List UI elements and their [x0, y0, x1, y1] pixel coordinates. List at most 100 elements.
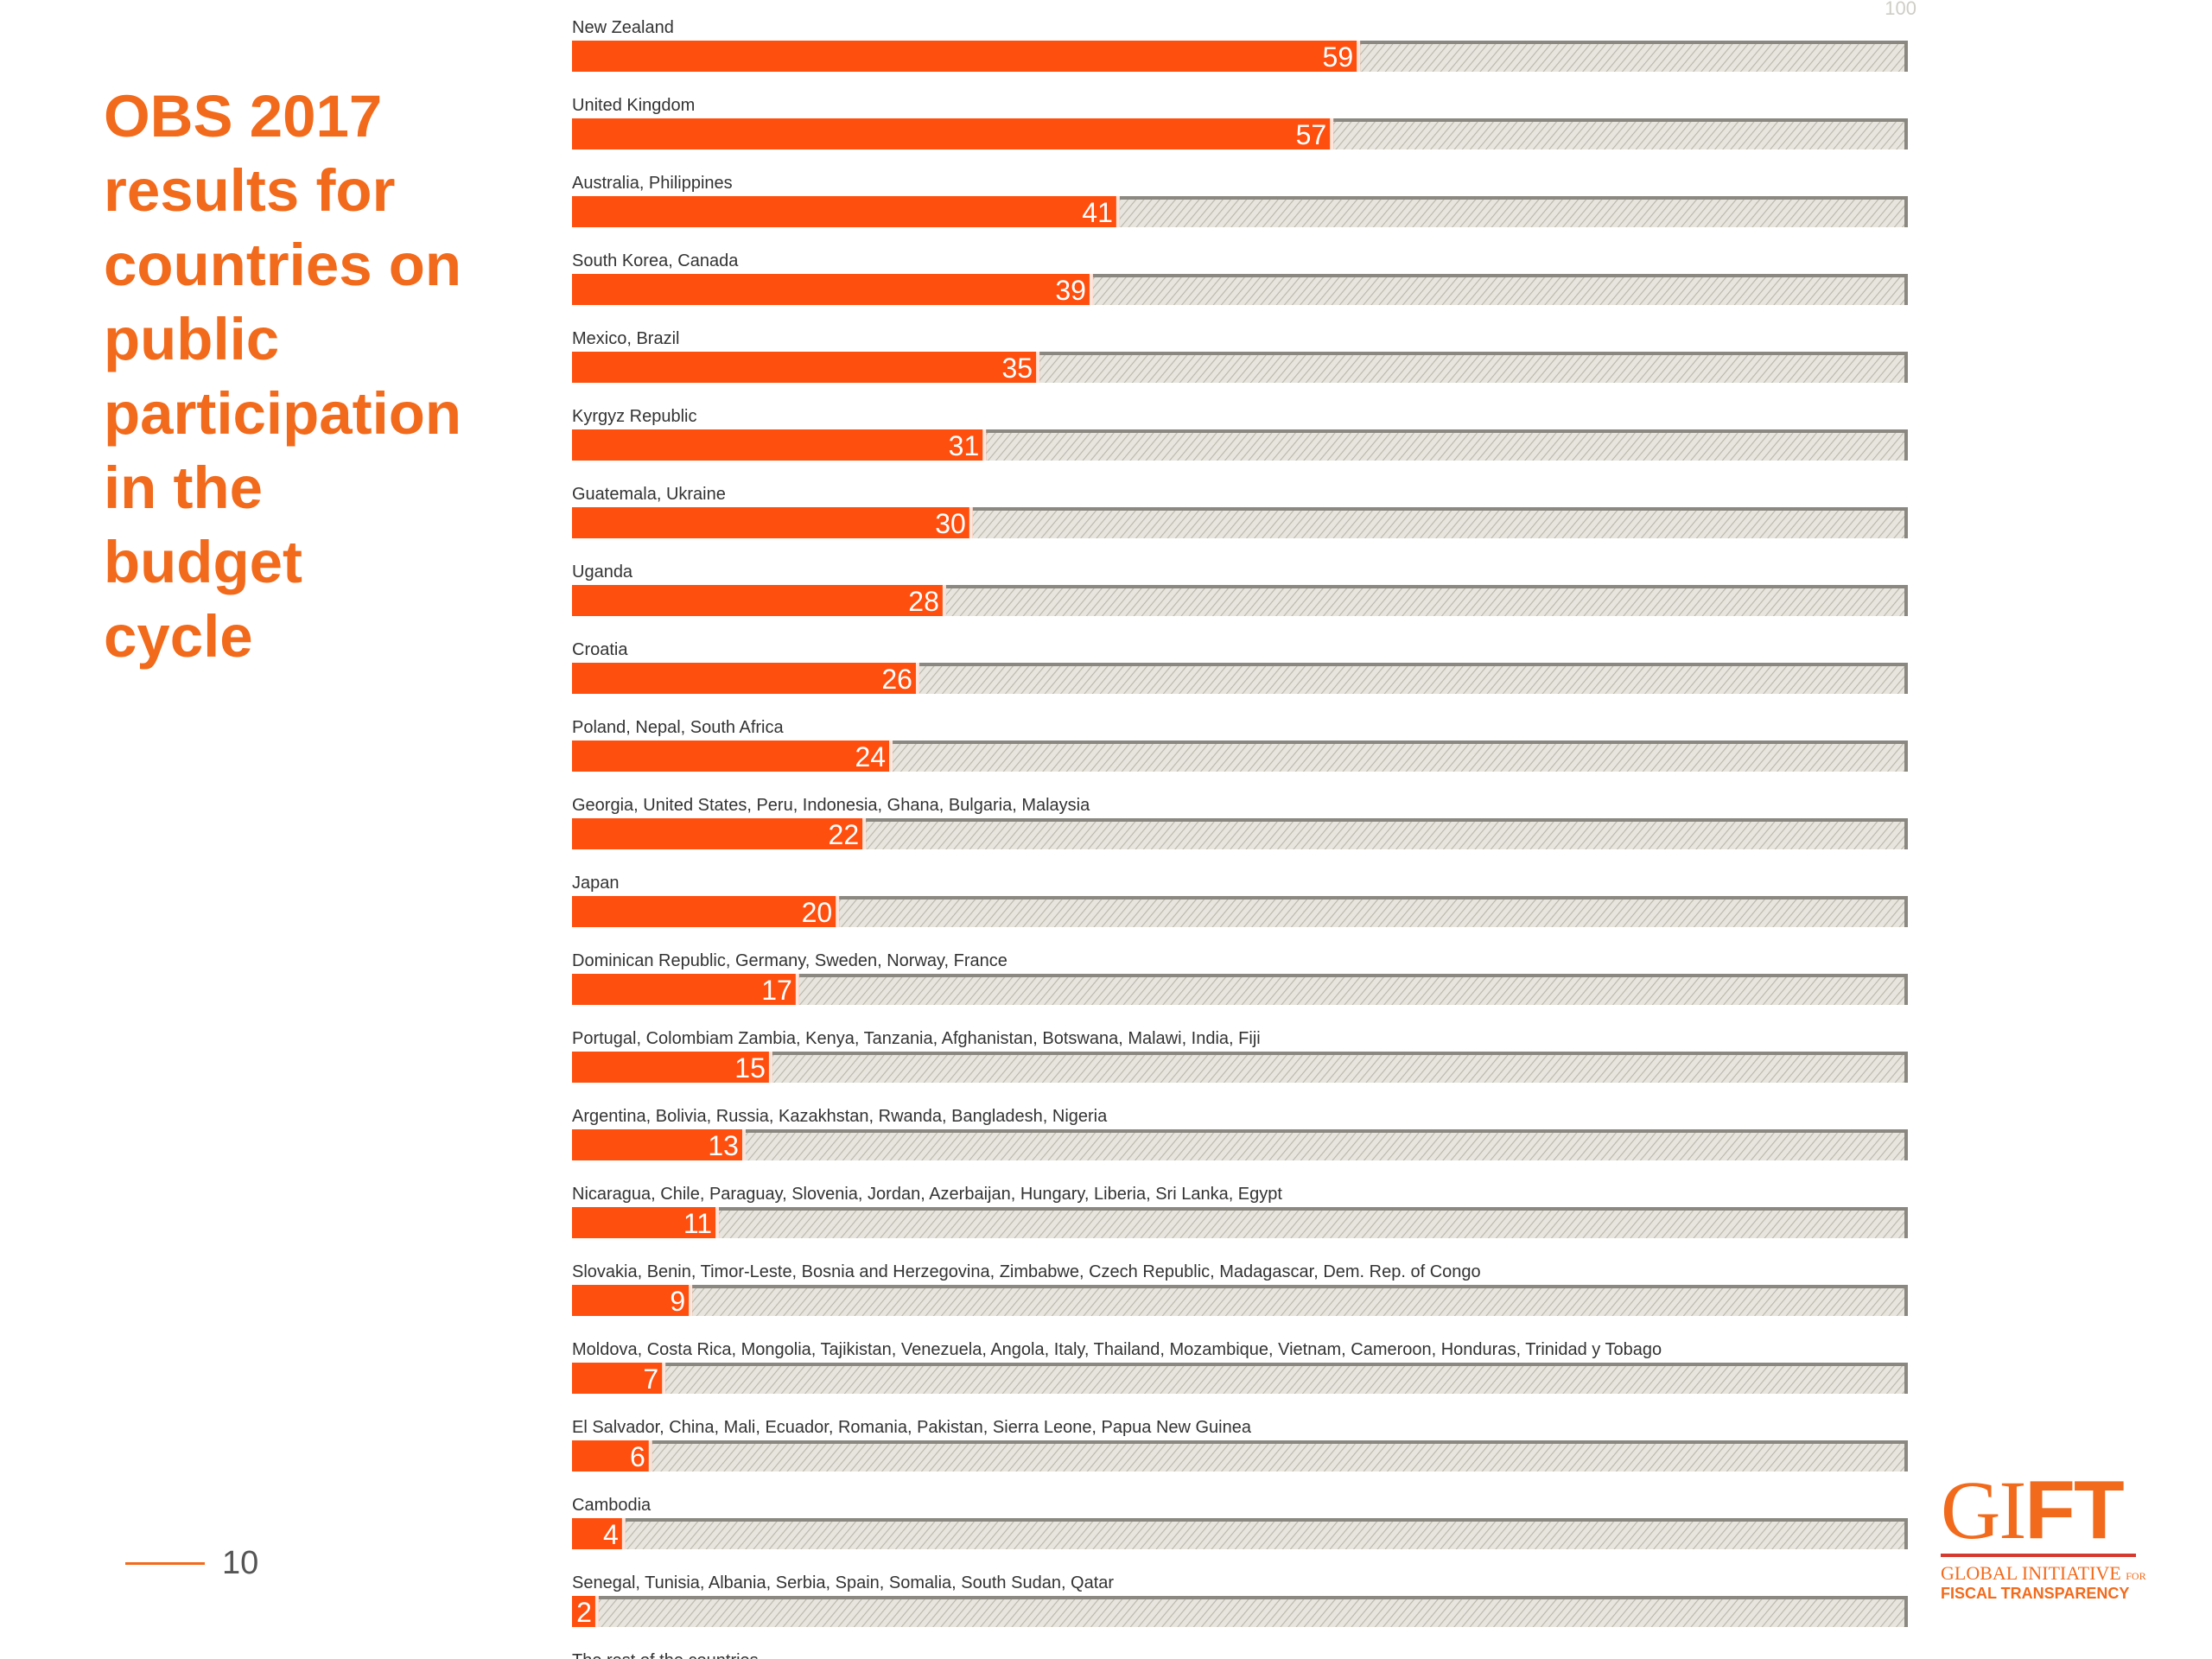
bar-end-highlight — [648, 1440, 652, 1471]
bar-row: Senegal, Tunisia, Albania, Serbia, Spain… — [572, 1573, 1908, 1628]
logo-mark-ft: FT — [2024, 1464, 2124, 1556]
category-label: United Kingdom — [572, 96, 695, 115]
slide-title: OBS 2017 results for countries on public par… — [104, 79, 536, 674]
value-label: 7 — [643, 1363, 658, 1395]
bar-track-end — [1904, 1596, 1908, 1627]
category-label: Kyrgyz Republic — [572, 407, 697, 426]
category-label: Georgia, United States, Peru, Indonesia,… — [572, 796, 1090, 815]
category-label: Argentina, Bolivia, Russia, Kazakhstan, … — [572, 1107, 1108, 1126]
bar-row: The rest of the countries — [572, 1651, 759, 1659]
bar-track — [572, 1443, 1908, 1471]
bar — [572, 896, 840, 927]
bar — [572, 1363, 666, 1394]
bar — [572, 1285, 693, 1316]
category-label: Uganda — [572, 563, 633, 582]
bar — [572, 1440, 652, 1471]
bar — [572, 41, 1361, 72]
bar-track-end — [1904, 741, 1908, 772]
bar-end-highlight — [689, 1285, 693, 1316]
bar-end-highlight — [662, 1363, 666, 1394]
bar-end-highlight — [715, 1207, 720, 1238]
value-label: 11 — [683, 1208, 712, 1239]
bar-track-shadow — [572, 1363, 1908, 1366]
bar-end-highlight — [942, 585, 946, 616]
bar — [572, 585, 946, 616]
bar-track-shadow — [572, 1518, 1908, 1522]
value-label: 30 — [935, 508, 966, 539]
bar-track-end — [1904, 1440, 1908, 1471]
bar-track-shadow — [572, 1596, 1908, 1599]
bar-end-highlight — [982, 429, 987, 461]
value-label: 15 — [734, 1052, 766, 1084]
logo-line1: GLOBAL INITIATIVE FOR — [1941, 1562, 2146, 1585]
value-label: 9 — [670, 1286, 685, 1317]
bar-track-shadow — [572, 741, 1908, 744]
bar-row: Moldova, Costa Rica, Mongolia, Tajikista… — [572, 1340, 1908, 1395]
value-label: 39 — [1055, 275, 1086, 306]
bar — [572, 1052, 772, 1083]
category-label: Guatemala, Ukraine — [572, 485, 726, 504]
category-label: Moldova, Costa Rica, Mongolia, Tajikista… — [572, 1340, 1662, 1359]
bar — [572, 974, 799, 1005]
bar-end-highlight — [1116, 196, 1120, 227]
bar-end-highlight — [862, 818, 867, 849]
bar-row: Uganda 28 — [572, 563, 1908, 617]
bar — [572, 663, 919, 694]
bar-track — [572, 1054, 1908, 1083]
bar-track-end — [1904, 818, 1908, 849]
bar-track — [572, 1365, 1908, 1394]
bar-track-end — [1904, 1207, 1908, 1238]
bar-track-shadow — [572, 507, 1908, 511]
bar-track — [572, 1599, 1908, 1627]
bar-end-highlight — [1036, 352, 1040, 383]
logo-line1-small: FOR — [2126, 1570, 2146, 1582]
bar-track-end — [1904, 663, 1908, 694]
bar-track-shadow — [572, 818, 1908, 822]
bar-row: Japan 20 — [572, 874, 1908, 928]
bar-track-shadow — [572, 1052, 1908, 1055]
category-label: South Korea, Canada — [572, 251, 739, 270]
value-label: 22 — [829, 819, 860, 850]
bar — [572, 274, 1093, 305]
category-label: The rest of the countries — [572, 1651, 759, 1659]
bar — [572, 1518, 626, 1549]
logo-rule — [1941, 1554, 2136, 1557]
bar-track — [572, 1132, 1908, 1160]
slide-title-line: results for — [104, 157, 396, 224]
slide-title-line: cycle — [104, 603, 253, 670]
gift-logo: GIFT GLOBAL INITIATIVE FOR FISCAL TRANSP… — [1941, 1469, 2146, 1603]
bar-row: Slovakia, Benin, Timor-Leste, Bosnia and… — [572, 1262, 1908, 1317]
bar — [572, 429, 987, 461]
bar — [572, 1207, 720, 1238]
bar — [572, 1129, 746, 1160]
bar-track-end — [1904, 1052, 1908, 1083]
bar — [572, 1596, 599, 1627]
bar-row: Argentina, Bolivia, Russia, Kazakhstan, … — [572, 1107, 1908, 1161]
bar-row: New Zealand 59 — [572, 18, 1908, 73]
bar — [572, 741, 893, 772]
bar-end-highlight — [768, 1052, 772, 1083]
bar-track-shadow — [572, 1129, 1908, 1133]
value-label: 6 — [630, 1441, 645, 1472]
bar-track-end — [1904, 585, 1908, 616]
bar-track-end — [1904, 507, 1908, 538]
bar-row: Kyrgyz Republic 31 — [572, 407, 1908, 461]
category-label: Senegal, Tunisia, Albania, Serbia, Spain… — [572, 1573, 1114, 1592]
page-number: 10 — [222, 1544, 259, 1581]
bar-track-shadow — [572, 274, 1908, 277]
slide-title-line: budget — [104, 529, 302, 595]
value-label: 35 — [1002, 353, 1033, 384]
page-rule — [125, 1561, 205, 1565]
bar-end-highlight — [889, 741, 893, 772]
value-label: 26 — [881, 664, 912, 695]
logo-line2: FISCAL TRANSPARENCY — [1941, 1585, 2130, 1602]
bar-row: Portugal, Colombiam Zambia, Kenya, Tanza… — [572, 1029, 1908, 1084]
value-label: 4 — [603, 1519, 619, 1550]
logo-mark: GIFT — [1941, 1469, 2145, 1552]
bar-track-end — [1904, 1129, 1908, 1160]
value-label: 17 — [761, 975, 792, 1006]
bar-end-highlight — [1357, 41, 1361, 72]
bar-end-highlight — [836, 896, 840, 927]
bar-row: Croatia 26 — [572, 640, 1908, 695]
